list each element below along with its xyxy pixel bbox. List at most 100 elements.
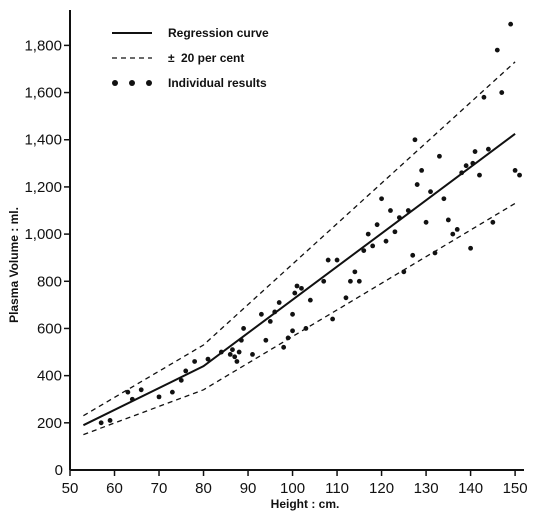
x-tick-label: 150 [503,480,528,497]
data-point [361,248,367,254]
data-point [370,243,376,249]
y-tick-label: 1,800 [24,37,62,54]
lower-20-percent-line [83,202,516,436]
data-point [138,387,144,393]
data-point [267,318,273,324]
data-point [192,359,198,364]
data-point [241,326,246,331]
data-point [463,163,469,169]
x-tick-label: 90 [240,480,257,497]
data-point [230,347,235,353]
data-point [508,21,514,27]
data-point [481,94,487,100]
data-point [517,172,522,178]
data-point [290,311,295,317]
data-point [169,389,175,395]
data-point [512,168,518,173]
individual-results-points [98,21,522,426]
y-tick-label: 200 [37,415,62,432]
data-point [232,354,238,360]
data-point [401,269,407,275]
data-point [98,420,104,426]
legend: Regression curve ± 20 per cent Individua… [112,26,269,90]
data-point [454,226,460,232]
data-point [348,278,353,284]
legend-band-pm-symbol: ± [168,51,175,65]
data-point [294,283,300,289]
data-point [330,316,336,322]
data-point [205,356,211,362]
data-point [437,153,442,159]
data-point [218,349,224,355]
data-point [234,359,240,364]
data-point [281,344,287,350]
x-tick-label: 70 [151,480,168,497]
x-tick-label: 120 [369,480,394,497]
y-tick-label: 1,000 [24,226,62,243]
data-point [263,337,269,343]
data-point [396,215,402,220]
y-tick-labels: 0 200 400 600 800 1,000 1,200 1,400 1,600 1,800 [24,37,63,479]
data-point [285,335,291,341]
data-point [383,238,389,244]
data-point [374,222,380,228]
legend-points-label: Individual results [168,76,267,90]
data-point [227,352,233,357]
data-point [412,137,418,143]
y-axis-label: Plasma Volume : ml. [7,207,21,323]
y-tick-label: 400 [37,368,62,385]
legend-point-swatch-2 [129,80,135,86]
data-point [290,328,295,334]
y-tick-label: 1,400 [24,132,62,149]
data-point [428,189,433,195]
legend-point-swatch-3 [146,80,152,86]
data-point [334,257,340,263]
data-point [236,349,242,355]
y-tick-label: 600 [37,320,62,337]
upper-20-percent-line [83,61,516,417]
data-point [423,219,429,225]
data-point [356,278,362,284]
data-point [490,219,496,225]
legend-regression-label: Regression curve [168,26,269,40]
data-point [292,290,298,296]
legend-band-label: 20 per cent [181,51,244,65]
data-point [445,217,451,223]
data-point [299,285,304,291]
y-tick-label: 800 [37,273,62,290]
data-point [250,352,255,357]
data-point [485,146,491,152]
x-tick-label: 50 [62,480,79,497]
series-lines [82,61,516,436]
x-tick-label: 60 [106,480,123,497]
data-point [238,337,244,343]
data-point [379,196,384,202]
tick-marks [64,44,516,476]
data-point [405,208,411,213]
y-tick-label: 0 [55,462,63,479]
axes [69,10,524,471]
data-point [432,250,438,256]
data-point [365,231,371,237]
data-point [107,418,113,423]
x-axis-label: Height : cm. [271,497,340,511]
data-point [321,278,327,284]
x-tick-label: 130 [414,480,439,497]
legend-point-swatch-1 [112,80,118,86]
data-point [183,368,189,374]
data-point [419,168,425,173]
data-point [307,297,313,303]
y-tick-label: 1,200 [24,179,62,196]
data-point [494,47,500,53]
data-point [499,90,505,95]
data-point [477,172,482,178]
data-point [343,295,349,301]
data-point [388,208,393,213]
data-point [441,196,447,202]
data-point [129,396,135,402]
data-point [392,229,398,235]
data-point [276,300,282,305]
x-tick-label: 140 [458,480,483,497]
data-point [472,149,478,154]
